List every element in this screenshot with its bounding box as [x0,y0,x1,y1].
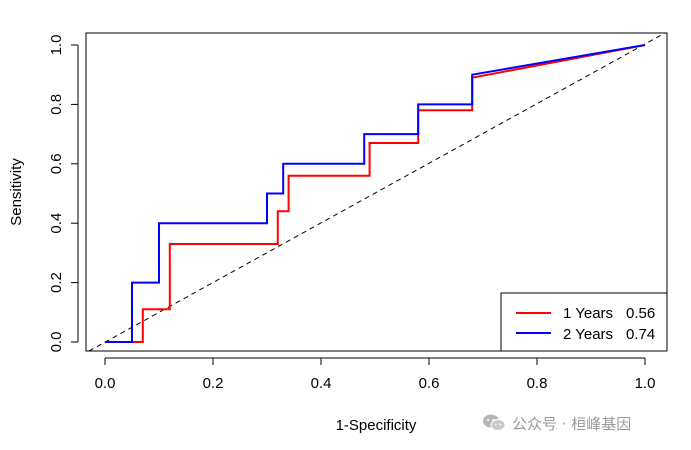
x-axis-ticks: 0.0 0.2 0.4 0.6 0.8 1.0 [95,358,656,392]
x-tick-label: 0.8 [527,375,548,392]
x-tick-label: 1.0 [635,375,656,392]
legend-label-2-years: 2 Years [563,326,613,343]
x-tick-label: 0.4 [311,375,332,392]
plot-frame [85,32,668,352]
y-tick-label: 0.0 [48,332,65,353]
y-tick-label: 1.0 [48,35,65,56]
y-axis-ticks: 0.0 0.2 0.4 0.6 0.8 1.0 [48,35,78,353]
series-line-1-years [105,44,646,343]
x-tick-label: 0.6 [419,375,440,392]
legend-value-2-years: 0.74 [626,326,655,343]
y-tick-label: 0.4 [48,213,65,234]
legend-value-1-years: 0.56 [626,305,655,322]
x-tick-label: 0.2 [203,375,224,392]
y-axis-title: Sensitivity [8,158,25,226]
series-layer [105,44,646,343]
y-tick-label: 0.2 [48,272,65,293]
series-line-2-years [105,44,646,343]
y-tick-label: 0.8 [48,94,65,115]
legend: 1 Years 0.56 2 Years 0.74 [500,292,668,352]
x-axis-title: 1-Specificity [336,417,417,434]
x-tick-label: 0.0 [95,375,116,392]
reference-diagonal-line [88,32,666,352]
watermark: 公众号 · 桓峰基因 [482,412,631,434]
wechat-icon [483,414,506,431]
y-tick-label: 0.6 [48,153,65,174]
legend-label-1-years: 1 Years [563,305,613,322]
watermark-text: 公众号 · 桓峰基因 [512,414,632,433]
legend-box [500,292,668,352]
